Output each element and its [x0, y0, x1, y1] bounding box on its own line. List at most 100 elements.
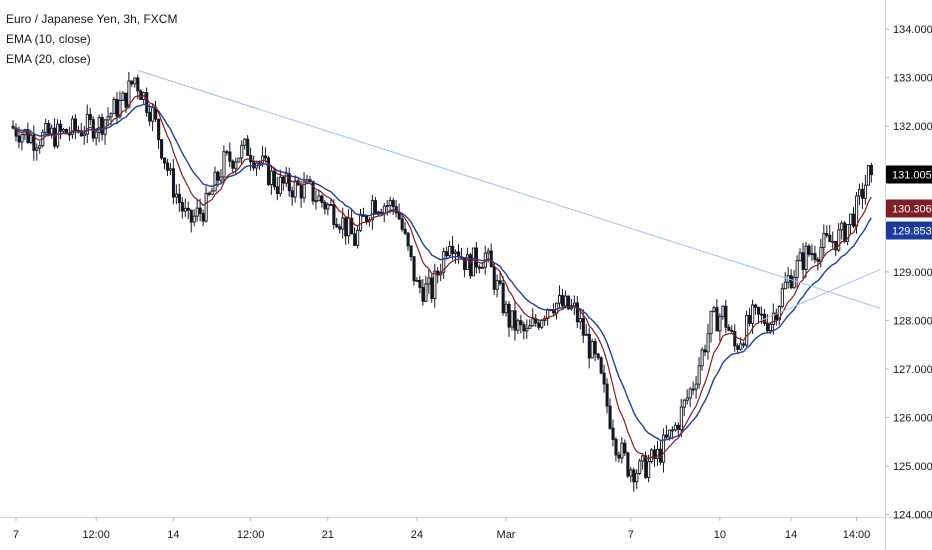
- candle: [406, 232, 410, 251]
- candle-body-up: [831, 240, 835, 243]
- candle-body-down: [335, 224, 339, 228]
- candle-body-down: [231, 160, 235, 169]
- candle-body-up: [370, 200, 375, 221]
- candle-body-up: [679, 406, 683, 430]
- candle-body-down: [275, 186, 279, 195]
- candle: [813, 245, 817, 264]
- candle: [373, 196, 377, 214]
- candle: [596, 352, 600, 361]
- candle-body-down: [406, 232, 410, 247]
- candle: [492, 263, 496, 295]
- candle: [745, 310, 749, 348]
- candle: [14, 123, 18, 142]
- candle: [599, 356, 603, 375]
- candle-body-up: [682, 399, 686, 408]
- time-tick-label: 7: [628, 529, 634, 541]
- candle: [127, 71, 131, 109]
- candle-body-up: [688, 388, 692, 399]
- candle-body-up: [849, 213, 853, 225]
- candle-body-up: [804, 245, 808, 270]
- candle-body-down: [373, 200, 377, 214]
- candle: [240, 140, 244, 164]
- candle: [97, 114, 101, 143]
- candle-body-down: [290, 190, 294, 198]
- candle-body-up: [213, 171, 217, 192]
- candle: [804, 242, 808, 278]
- candle-body-up: [258, 162, 262, 165]
- candle: [79, 122, 83, 138]
- candle-body-up: [302, 181, 306, 199]
- candle-body-down: [73, 118, 78, 131]
- candle: [281, 175, 285, 191]
- ema-10-line: [12, 95, 872, 460]
- candle-body-up: [638, 460, 642, 474]
- candle-body-up: [510, 310, 514, 328]
- candle-body-down: [852, 213, 856, 227]
- candle-body-up: [709, 310, 713, 335]
- candle: [569, 298, 574, 311]
- descending-trendline[interactable]: [137, 69, 881, 309]
- candle-body-down: [801, 252, 805, 270]
- candle-body-down: [364, 215, 369, 222]
- candle-body-down: [397, 212, 401, 220]
- candle-body-up: [29, 134, 33, 143]
- candle: [210, 187, 214, 195]
- candle-body-up: [647, 461, 651, 478]
- candle: [246, 135, 250, 156]
- candle-body-down: [252, 161, 256, 169]
- candle-body-up: [192, 215, 196, 223]
- candle-body-up: [661, 434, 666, 463]
- candle-body-down: [272, 170, 277, 188]
- candle-body-up: [810, 253, 814, 256]
- candle-body-down: [498, 280, 502, 284]
- time-tick-label: 7: [13, 529, 19, 541]
- candle-body-down: [391, 200, 395, 208]
- candle-body-down: [754, 304, 758, 308]
- candle-body-up: [314, 200, 318, 203]
- legend-ema-slow: EMA (20, close): [6, 52, 91, 66]
- candle-body-down: [430, 277, 434, 299]
- candle-body-down: [561, 295, 565, 307]
- candle: [611, 419, 615, 447]
- candle: [849, 213, 853, 234]
- candle-body-down: [225, 151, 229, 154]
- candle: [783, 272, 787, 290]
- candle: [207, 191, 211, 197]
- candle-body-down: [180, 202, 184, 212]
- candle: [350, 208, 354, 235]
- candle: [338, 223, 342, 234]
- candle-body-up: [712, 307, 716, 312]
- candle: [840, 220, 844, 240]
- candle-body-up: [641, 455, 645, 462]
- candle: [347, 209, 351, 244]
- candle: [50, 124, 54, 139]
- candle-body-down: [759, 313, 764, 316]
- candle: [183, 198, 187, 217]
- candle-body-down: [160, 139, 164, 159]
- candle-body-down: [287, 173, 291, 192]
- candle: [364, 214, 369, 225]
- candle: [703, 344, 707, 357]
- candle: [344, 217, 348, 245]
- candle-body-up: [317, 195, 321, 202]
- candle-body-down: [501, 282, 505, 314]
- candle-body-up: [516, 320, 520, 331]
- candle: [88, 107, 92, 126]
- candle-body-down: [575, 302, 579, 323]
- candle-body-down: [145, 92, 149, 113]
- candle-body-down: [338, 226, 342, 230]
- candle: [415, 276, 419, 282]
- candle-body-down: [139, 90, 143, 100]
- candle-body-up: [293, 180, 297, 198]
- candle-body-down: [742, 343, 746, 346]
- candle: [394, 200, 398, 218]
- candle: [302, 172, 306, 203]
- candle: [659, 441, 663, 466]
- candle-body-up: [427, 277, 431, 285]
- ascending-trendline[interactable]: [761, 268, 881, 321]
- candle-body-down: [489, 250, 493, 268]
- candle: [474, 241, 478, 274]
- candle: [332, 199, 336, 230]
- candle-body-up: [127, 80, 131, 108]
